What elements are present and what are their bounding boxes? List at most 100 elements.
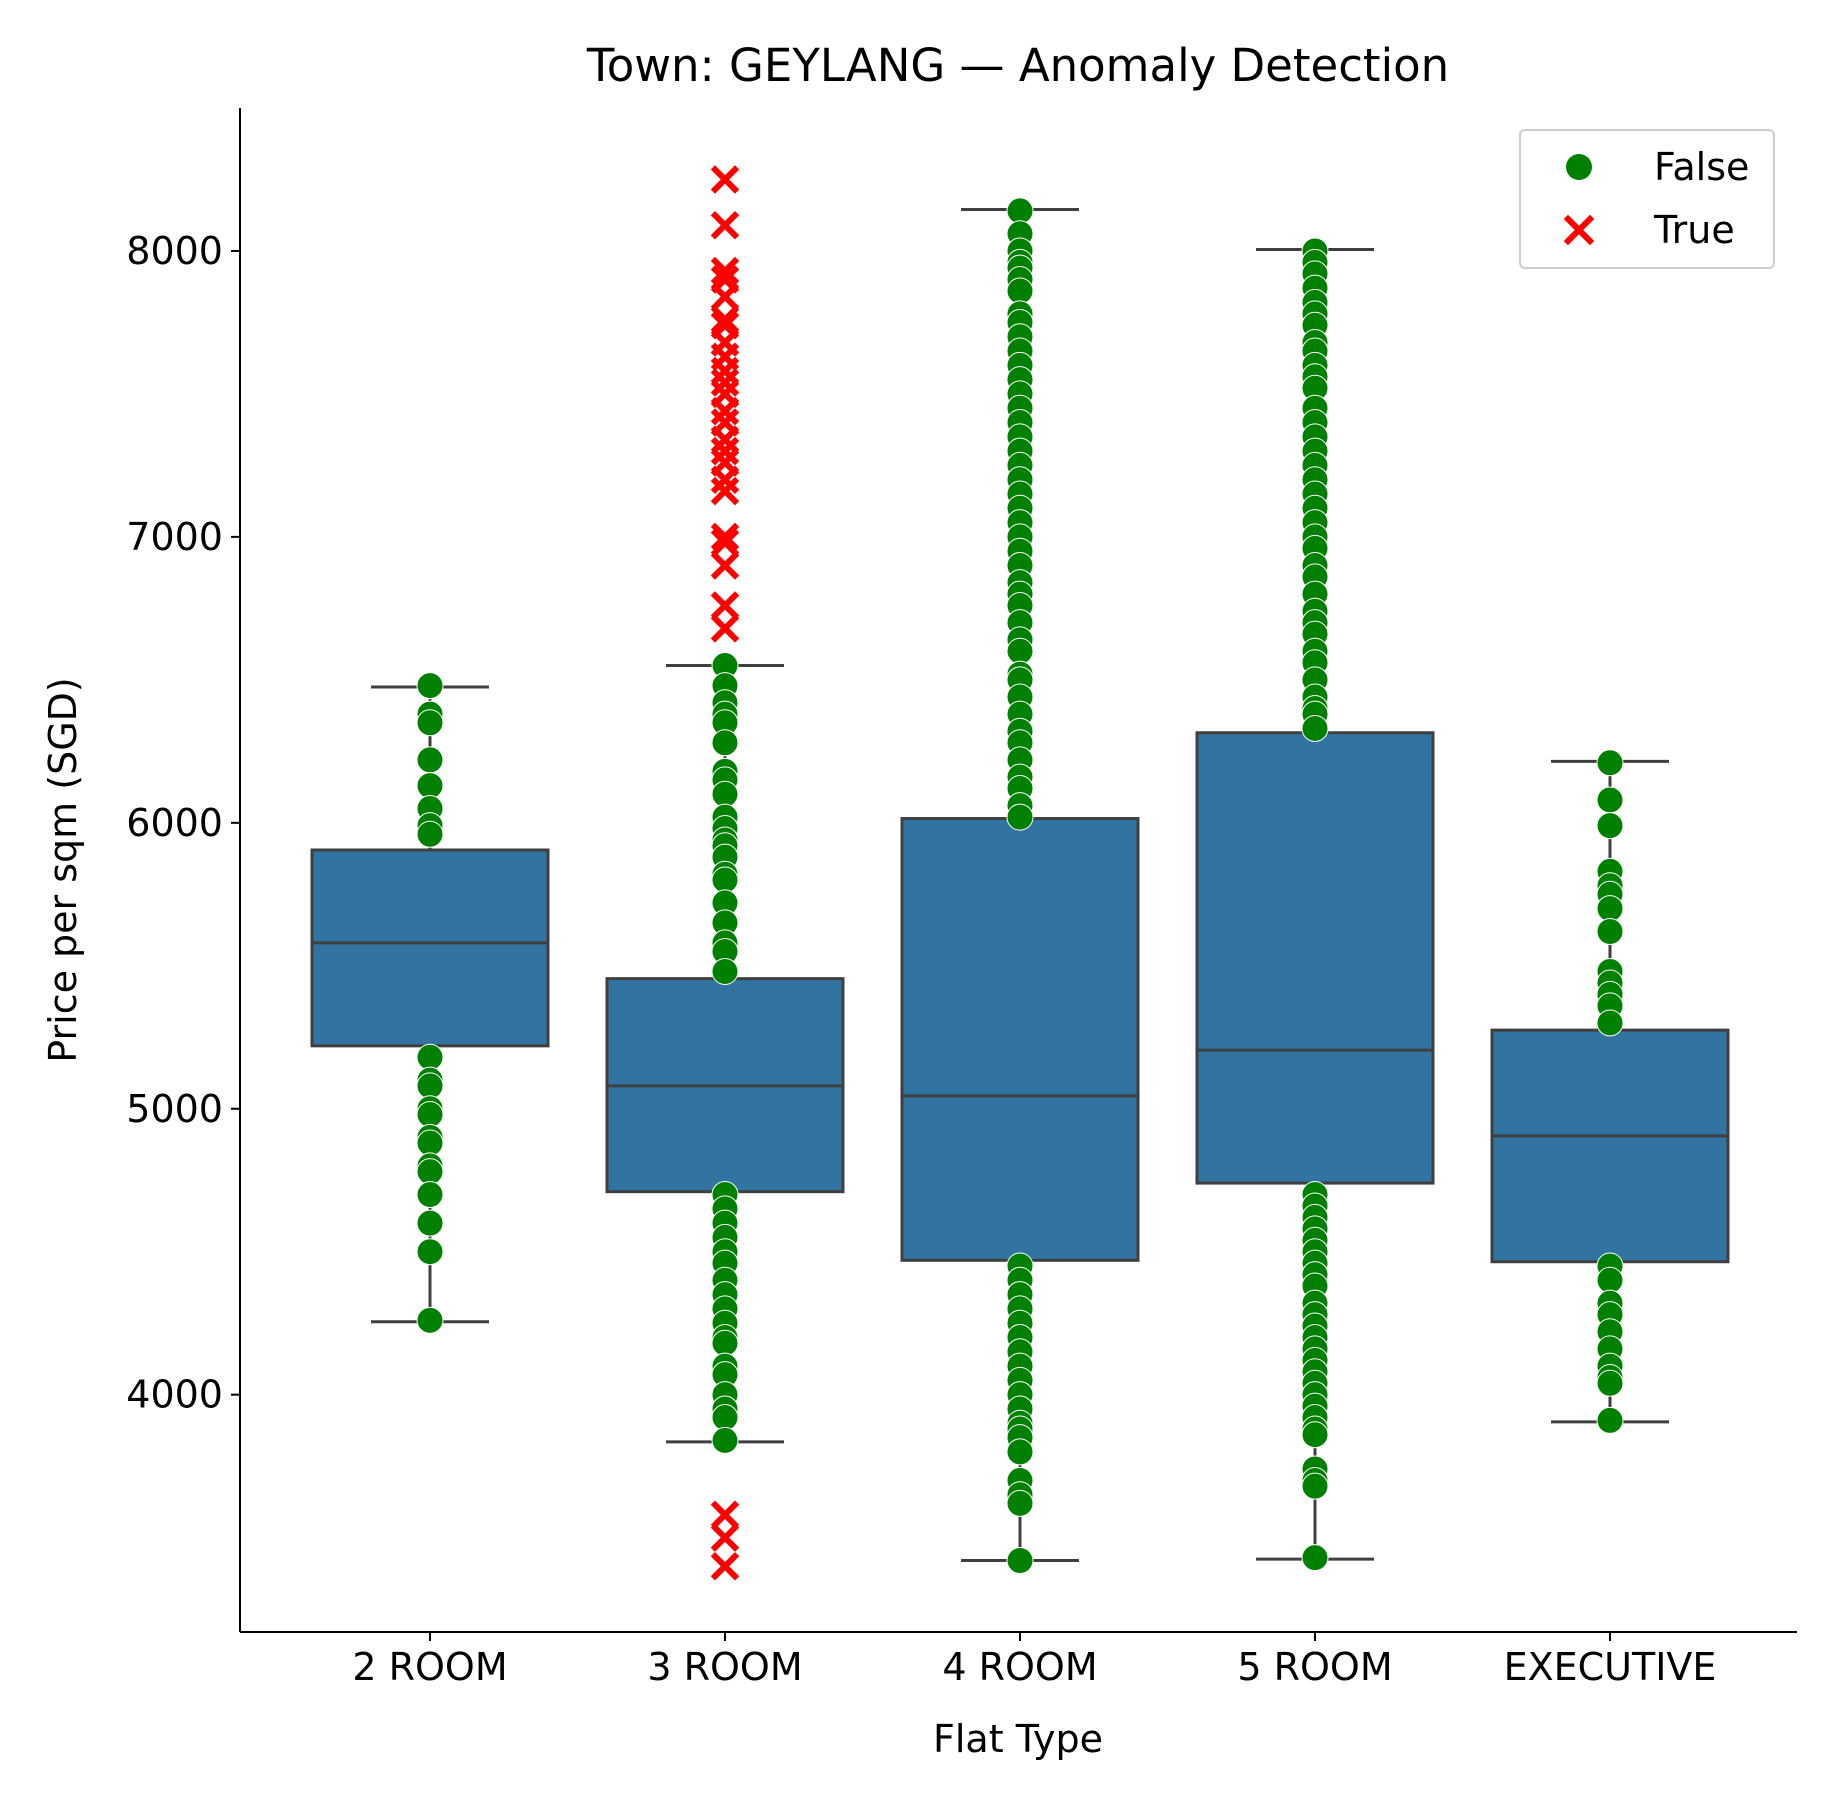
- anomaly-point: [710, 591, 740, 620]
- box-executive: [1490, 759, 1730, 1424]
- normal-point: [1596, 1009, 1624, 1037]
- y-tick-label: 5000: [126, 1087, 223, 1131]
- normal-point: [1006, 1547, 1034, 1575]
- normal-point: [1006, 277, 1034, 305]
- y-tick-label: 7000: [126, 515, 223, 559]
- chart-title: Town: GEYLANG — Anomaly Detection: [586, 39, 1449, 92]
- x-tick-label: 5 ROOM: [1237, 1645, 1392, 1689]
- anomaly-point: [710, 305, 740, 334]
- box-iqr: [1195, 731, 1435, 1185]
- normal-point: [1596, 1369, 1624, 1397]
- anomaly-marker: [710, 256, 740, 286]
- anomaly-points-3-room: [710, 165, 740, 1581]
- anomaly-marker: [710, 1523, 740, 1552]
- anomaly-marker: [710, 528, 740, 557]
- normal-point: [711, 780, 739, 808]
- anomaly-point: [710, 165, 740, 194]
- normal-point: [416, 772, 444, 800]
- x-axis-label: Flat Type: [933, 1717, 1103, 1761]
- normal-point: [416, 1043, 444, 1071]
- anomaly-marker: [710, 591, 740, 620]
- normal-point: [416, 1181, 444, 1209]
- anomaly-marker: [710, 522, 740, 552]
- anomaly-marker: [710, 210, 740, 240]
- normal-point: [1596, 895, 1624, 923]
- legend-marker-true: [1563, 214, 1595, 246]
- normal-point: [1596, 917, 1624, 945]
- legend: False True: [1519, 129, 1775, 269]
- normal-points-5-room: [1301, 237, 1329, 1572]
- legend-label-true: True: [1653, 208, 1735, 252]
- normal-point: [416, 1209, 444, 1237]
- normal-point: [1006, 803, 1034, 831]
- anomaly-point: [710, 210, 740, 240]
- box-iqr: [310, 848, 550, 1048]
- anomaly-point: [710, 1523, 740, 1552]
- legend-marker-false: [1566, 154, 1592, 180]
- anomaly-point: [710, 614, 740, 643]
- anomaly-point: [710, 1500, 740, 1530]
- normal-point: [1006, 197, 1034, 225]
- x-tick-label: 3 ROOM: [647, 1645, 802, 1689]
- anomaly-point: [710, 476, 740, 506]
- anomaly-marker: [710, 551, 740, 580]
- x-axis: 2 ROOM 3 ROOM 4 ROOM 5 ROOM EXECUTIVE: [240, 1631, 1797, 1689]
- legend-label-false: False: [1654, 145, 1749, 189]
- normal-point: [1301, 1421, 1329, 1449]
- box-iqr: [1490, 1028, 1730, 1264]
- anomaly-point: [710, 282, 740, 311]
- normal-point: [1596, 812, 1624, 840]
- normal-point: [711, 1404, 739, 1432]
- normal-point: [711, 1426, 739, 1454]
- normal-point: [416, 1306, 444, 1334]
- box-iqr: [900, 817, 1140, 1262]
- normal-point: [711, 729, 739, 757]
- normal-point: [416, 1129, 444, 1157]
- anomaly-marker: [710, 476, 740, 506]
- normal-point: [1596, 1406, 1624, 1434]
- normal-point: [1006, 1438, 1034, 1466]
- normal-points-executive: [1596, 749, 1624, 1434]
- anomaly-marker: [710, 305, 740, 334]
- points-layer: [416, 165, 1624, 1581]
- y-axis-label: Price per sqm (SGD): [41, 677, 85, 1062]
- normal-point: [1301, 714, 1329, 742]
- anomaly-marker: [710, 614, 740, 643]
- normal-point: [711, 1329, 739, 1357]
- normal-point: [1301, 1544, 1329, 1572]
- normal-point: [416, 1072, 444, 1100]
- anomaly-point: [710, 256, 740, 286]
- normal-point: [1596, 1266, 1624, 1294]
- normal-point: [416, 820, 444, 848]
- normal-point: [416, 672, 444, 700]
- normal-point: [711, 958, 739, 986]
- normal-point: [416, 1100, 444, 1128]
- normal-point: [711, 866, 739, 894]
- normal-points-4-room: [1006, 197, 1034, 1575]
- normal-point: [1006, 1489, 1034, 1517]
- anomaly-point: [710, 522, 740, 552]
- anomaly-marker: [710, 1551, 740, 1581]
- anomaly-point: [710, 528, 740, 557]
- normal-point: [416, 1238, 444, 1266]
- normal-points-3-room: [711, 652, 739, 1454]
- anomaly-marker: [710, 1500, 740, 1530]
- anomaly-marker: [710, 165, 740, 194]
- y-tick-label: 6000: [126, 801, 223, 845]
- y-tick-label: 4000: [126, 1373, 223, 1417]
- normal-point: [416, 746, 444, 774]
- normal-point: [1596, 786, 1624, 814]
- anomaly-point: [710, 1551, 740, 1581]
- normal-point: [1006, 637, 1034, 665]
- normal-point: [1596, 749, 1624, 777]
- plot-area: [310, 165, 1730, 1581]
- y-tick-label: 8000: [126, 229, 223, 273]
- anomaly-point: [710, 551, 740, 580]
- x-tick-label: 2 ROOM: [352, 1645, 507, 1689]
- normal-point: [416, 1158, 444, 1186]
- normal-points-2-room: [416, 672, 444, 1334]
- x-tick-label: 4 ROOM: [942, 1645, 1097, 1689]
- normal-point: [1301, 1472, 1329, 1500]
- y-axis: 4000 5000 6000 7000 8000: [126, 108, 241, 1632]
